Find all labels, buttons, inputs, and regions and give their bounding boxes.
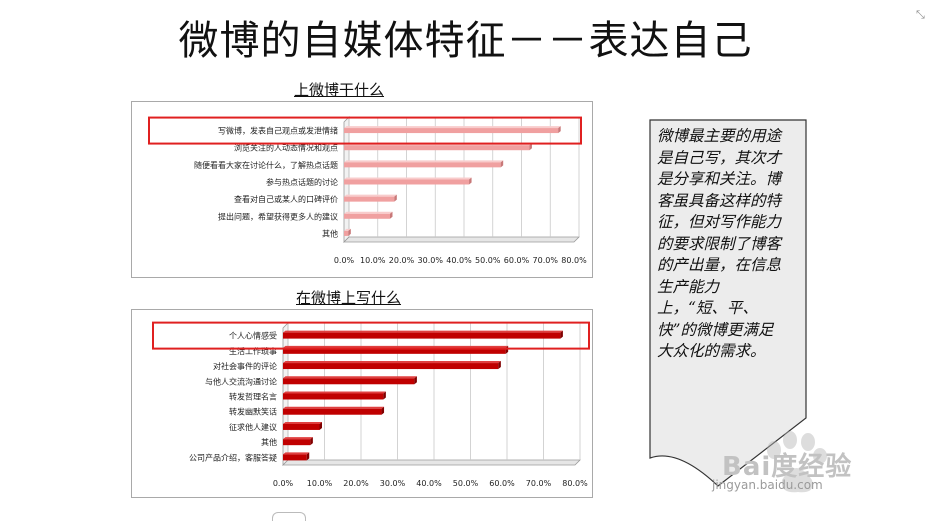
chart1-bar	[344, 194, 397, 202]
chart1-highlight-box	[148, 116, 582, 145]
watermark-logo: Bai度经验	[722, 452, 853, 482]
chart1-tick-label: 80.0%	[561, 256, 587, 265]
chart1-bar	[344, 211, 393, 219]
chart2-category-label: 征求他人建议	[229, 422, 277, 432]
chart2-bar	[283, 406, 385, 415]
chart1-bar	[344, 177, 472, 185]
chart2-tick-label: 60.0%	[489, 479, 515, 488]
chart2-title: 在微博上写什么	[296, 289, 402, 307]
chart2-bar	[283, 421, 322, 430]
chart2-bar	[283, 452, 310, 461]
callout-text: 微博最主要的用途是自己写，其次才是分享和关注。博客虽具备这样的特征，但对写作能力…	[657, 127, 782, 360]
chart1-category-label: 其他	[322, 228, 338, 238]
chart2-category-label: 转发哲理名言	[229, 392, 277, 402]
chart2-tick-label: 40.0%	[416, 479, 442, 488]
watermark-url: jingyan.baidu.com	[712, 478, 823, 492]
chart1-tick-label: 70.0%	[533, 256, 559, 265]
chart2-category-label: 转发幽默笑话	[229, 407, 277, 417]
slide-tab-handle[interactable]	[272, 512, 306, 521]
chart1-tick-label: 0.0%	[334, 256, 355, 265]
baidu-paw-icon	[767, 431, 827, 493]
chart2-bar	[283, 345, 509, 354]
chart2-tick-label: 0.0%	[273, 479, 294, 488]
chart2-highlight-box	[152, 321, 590, 350]
chart1-title: 上微博干什么	[294, 81, 385, 99]
chart2-tick-label: 70.0%	[526, 479, 552, 488]
chart2-category-label: 与他人交流沟通讨论	[205, 376, 277, 386]
callout-shape	[649, 119, 807, 487]
chart1-category-label: 写微博，发表自己观点或发泄情绪	[218, 126, 338, 136]
chart2-box: 0.0% 10.0% 20.0% 30.0% 40.0% 50.0% 60.0% 70.0% 8…	[131, 309, 593, 498]
chart2-bar	[283, 391, 386, 400]
chart2-svg: 0.0% 10.0% 20.0% 30.0% 40.0% 50.0% 60.0% 70.0% 8…	[152, 321, 590, 488]
chart2-tick-label: 30.0%	[380, 479, 406, 488]
chart1-category-label: 查看对自己或某人的口碑评价	[234, 194, 338, 204]
chart2-category-label: 其他	[261, 437, 277, 447]
chart2-category-label: 公司产品介绍，客服答疑	[189, 452, 277, 462]
chart2-tick-label: 10.0%	[307, 479, 333, 488]
chart1-category-label: 参与热点话题的讨论	[266, 177, 338, 187]
chart1-tick-label: 60.0%	[504, 256, 530, 265]
chart1-tick-label: 40.0%	[446, 256, 472, 265]
slide-title: 微博的自媒体特征－－表达自己	[178, 18, 753, 64]
chart2-bar	[283, 376, 417, 385]
chart1-box: 0.0% 10.0% 20.0% 30.0% 40.0% 50.0% 60.0% 70.0% 8…	[131, 101, 593, 278]
chart1-tick-label: 20.0%	[389, 256, 415, 265]
chart2-tick-label: 80.0%	[562, 479, 588, 488]
chart1-category-label: 提出问题，希望获得更多人的建议	[218, 211, 338, 221]
chart1-tick-label: 30.0%	[418, 256, 444, 265]
chart2-category-label: 个人心情感受	[229, 331, 277, 341]
chart1-bar	[344, 126, 561, 134]
chart1-bar	[344, 228, 351, 236]
chart2-category-label: 生活工作琐事	[229, 346, 277, 356]
chart1-svg: 0.0% 10.0% 20.0% 30.0% 40.0% 50.0% 60.0% 70.0% 8…	[148, 116, 587, 265]
chart1-tick-label: 50.0%	[475, 256, 501, 265]
chart2-tick-label: 50.0%	[453, 479, 479, 488]
chart2-bar	[283, 330, 563, 339]
chart2-bar	[283, 361, 501, 370]
chart2-tick-label: 20.0%	[343, 479, 369, 488]
expand-icon[interactable]: ⤡	[916, 8, 925, 21]
chart2-category-label: 对社会事件的评论	[213, 361, 277, 371]
chart1-bar	[344, 160, 504, 168]
chart1-tick-label: 10.0%	[360, 256, 386, 265]
chart1-category-label: 随便看看大家在讨论什么，了解热点话题	[194, 160, 338, 170]
chart2-bar	[283, 437, 313, 446]
chart1-category-label: 浏览关注的人动态情况和观点	[234, 143, 338, 153]
